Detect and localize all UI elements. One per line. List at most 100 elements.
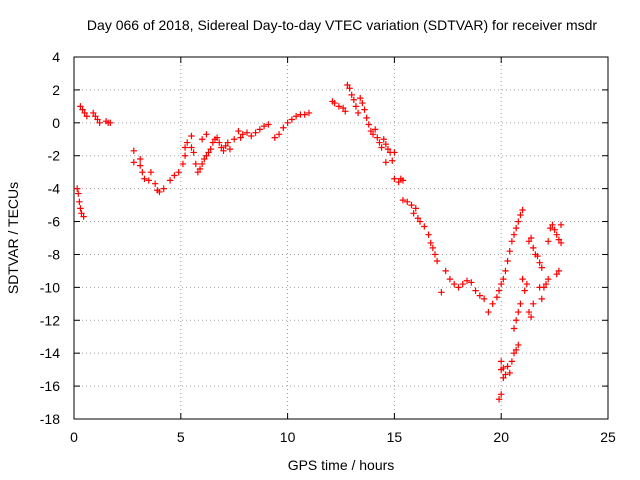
y-axis-title: SDTVAR / TECUs [5,182,21,294]
data-point [78,210,85,217]
data-point [376,139,383,146]
data-point [527,234,535,242]
data-point [410,210,417,217]
data-point [416,218,424,225]
data-point [94,116,101,123]
data-point [160,185,167,192]
y-tick-label: -2 [48,148,61,164]
data-point [201,155,208,163]
data-point [506,369,513,377]
data-point [446,275,454,283]
data-point [175,168,182,176]
data-point [485,308,492,316]
data-point [557,239,565,247]
data-point [389,157,396,164]
data-point [382,159,390,166]
data-point [500,275,507,283]
data-point [500,364,507,372]
data-point [553,231,560,238]
data-point [508,358,516,365]
data-point [549,221,556,229]
data-point [414,215,422,222]
data-point [517,211,524,219]
data-point [357,94,364,102]
data-point [222,142,229,150]
data-point [196,165,204,173]
data-point [192,160,199,168]
data-point [145,177,152,184]
data-point [231,136,238,143]
data-point [504,363,511,370]
data-point [510,325,518,332]
y-tick-label: -6 [48,214,61,230]
data-point [530,244,537,252]
data-point [166,177,174,184]
data-point [399,177,407,184]
data-point [544,275,552,283]
data-point [480,295,488,303]
data-point [515,341,522,349]
data-point [442,267,449,275]
data-point [517,300,524,308]
data-point [243,129,251,136]
data-point [523,280,531,288]
data-point [463,277,471,284]
data-point [280,124,287,131]
x-tick-label: 0 [70,429,78,445]
data-point [344,81,351,89]
data-point [188,132,195,140]
data-point [354,109,362,117]
x-tick-labels: 0 5 10 15 20 25 [70,429,616,445]
data-point [365,121,372,128]
data-point [472,287,479,294]
data-point [348,91,355,99]
data-point [412,205,419,212]
data-point [498,391,505,398]
data-point [216,139,223,146]
data-point [271,134,278,141]
data-point [335,103,343,110]
data-point [371,126,379,133]
y-tick-label: -16 [40,378,60,394]
data-point [137,155,144,163]
data-point [512,317,520,324]
data-point [455,284,462,291]
data-point [361,106,368,113]
data-points [74,81,565,403]
data-point [275,131,283,138]
data-point [536,259,543,266]
data-point [130,159,138,166]
data-point [538,264,545,271]
y-tick-labels: 4 2 0 -2 -4 -6 -8 -10 -12 -14 -16 -18 [40,49,60,427]
y-tick-label: 2 [52,82,60,98]
data-point [551,226,558,233]
data-point [468,279,475,286]
data-point [331,99,338,107]
data-point [433,257,441,265]
data-point [179,160,187,168]
x-tick-label: 20 [493,429,509,445]
data-point [139,168,146,176]
data-point [226,145,234,153]
data-point [248,132,255,140]
data-point [107,119,114,127]
y-tick-label: 4 [52,49,60,65]
data-point [427,239,434,247]
data-point [256,126,264,133]
data-point [207,145,214,153]
data-point [77,103,84,110]
data-point [378,144,385,151]
y-tick-label: -18 [40,411,60,427]
data-point [156,188,163,196]
data-point [80,213,87,220]
data-point [181,152,189,159]
data-point [476,292,484,299]
data-point [425,231,432,238]
data-point [489,300,496,308]
data-point [76,198,83,205]
data-point [382,141,390,148]
data-point [498,358,505,365]
data-point [198,160,206,168]
data-point [339,104,347,112]
